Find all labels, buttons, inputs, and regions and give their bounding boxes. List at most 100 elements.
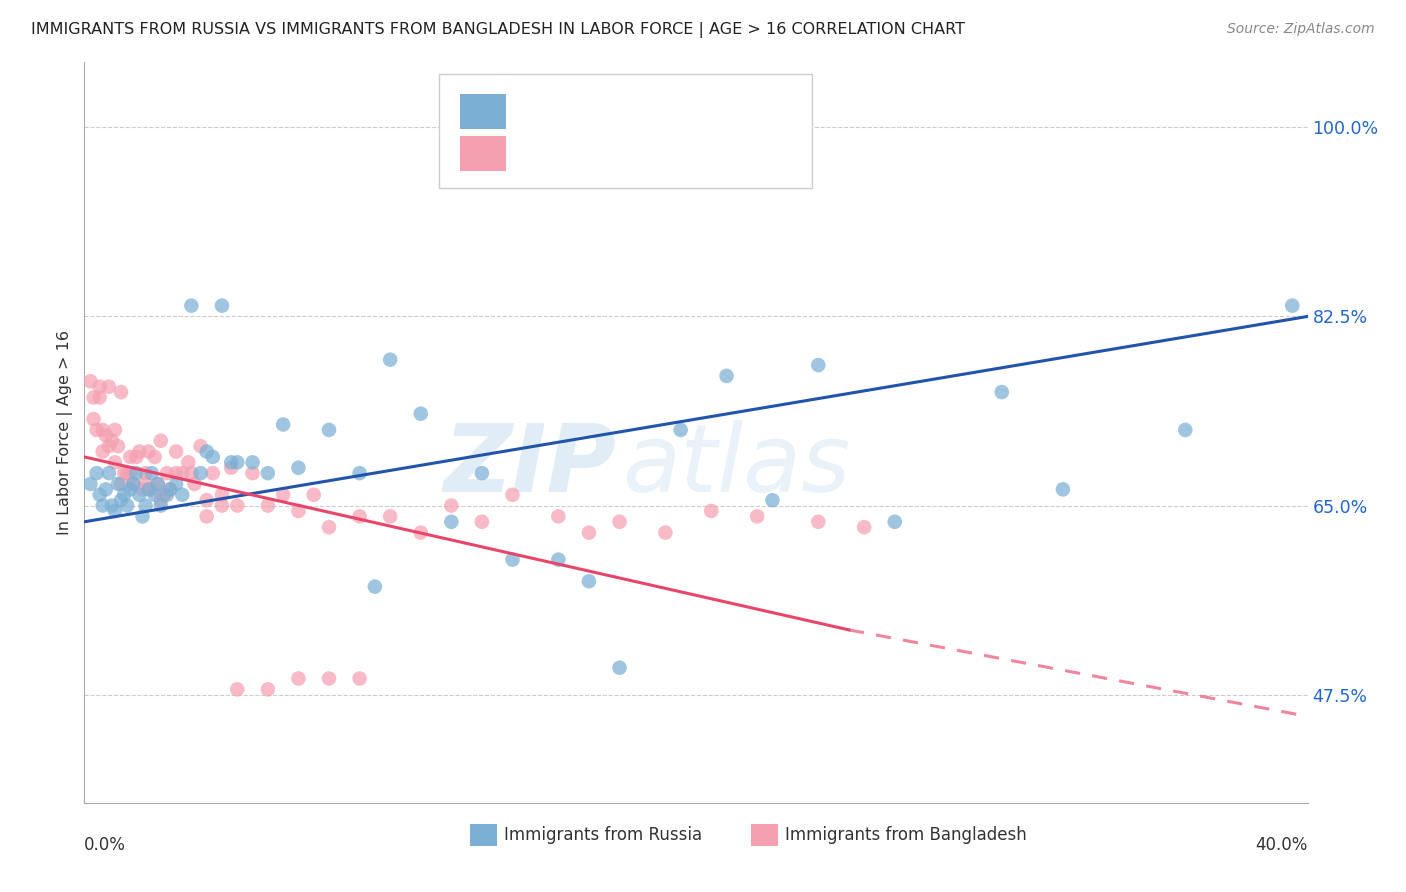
Point — [287, 504, 309, 518]
Point — [257, 499, 280, 513]
Point — [125, 450, 148, 464]
Point — [112, 488, 135, 502]
Point — [115, 499, 138, 513]
Point — [149, 499, 172, 513]
Point — [807, 515, 830, 529]
Point — [440, 499, 463, 513]
Point — [97, 466, 120, 480]
Point — [165, 466, 187, 480]
Point — [141, 483, 163, 497]
Point — [83, 391, 105, 405]
Text: IMMIGRANTS FROM RUSSIA VS IMMIGRANTS FROM BANGLADESH IN LABOR FORCE | AGE > 16 C: IMMIGRANTS FROM RUSSIA VS IMMIGRANTS FRO… — [31, 22, 965, 38]
Point — [138, 483, 160, 497]
Text: R =: R = — [519, 144, 561, 163]
Point — [211, 488, 233, 502]
Point — [86, 466, 108, 480]
Point — [89, 488, 111, 502]
Point — [125, 466, 148, 480]
Point — [156, 488, 179, 502]
Point — [143, 488, 166, 502]
Text: R =: R = — [519, 102, 561, 120]
Point — [146, 477, 169, 491]
Point — [349, 466, 371, 480]
Point — [89, 391, 111, 405]
Text: Immigrants from Russia: Immigrants from Russia — [503, 826, 702, 844]
Point — [1281, 299, 1303, 313]
Point — [578, 525, 600, 540]
Point — [190, 439, 212, 453]
Point — [107, 477, 129, 491]
Point — [318, 672, 340, 686]
Point — [318, 423, 340, 437]
Point — [94, 483, 117, 497]
FancyBboxPatch shape — [460, 94, 506, 129]
Text: 0.0%: 0.0% — [84, 836, 127, 855]
Point — [609, 661, 631, 675]
Point — [128, 444, 150, 458]
Point — [190, 466, 212, 480]
Point — [883, 515, 905, 529]
Point — [79, 374, 101, 388]
Point — [91, 499, 114, 513]
Point — [141, 466, 163, 480]
Point — [120, 483, 142, 497]
Point — [107, 439, 129, 453]
Text: -0.377: -0.377 — [582, 144, 651, 163]
Point — [654, 525, 676, 540]
Point — [149, 493, 172, 508]
Point — [120, 466, 142, 480]
Point — [257, 682, 280, 697]
Point — [120, 450, 142, 464]
Point — [195, 509, 218, 524]
Point — [195, 444, 218, 458]
Point — [110, 385, 132, 400]
Point — [242, 466, 264, 480]
Point — [853, 520, 876, 534]
Point — [135, 499, 157, 513]
Point — [219, 460, 242, 475]
Text: Immigrants from Bangladesh: Immigrants from Bangladesh — [786, 826, 1026, 844]
Point — [159, 483, 181, 497]
FancyBboxPatch shape — [439, 73, 813, 188]
Point — [380, 509, 402, 524]
Point — [149, 434, 172, 448]
Point — [183, 477, 205, 491]
Point — [110, 493, 132, 508]
Point — [578, 574, 600, 589]
Point — [97, 380, 120, 394]
Point — [79, 477, 101, 491]
Point — [287, 460, 309, 475]
Point — [547, 509, 569, 524]
Point — [138, 444, 160, 458]
Point — [128, 488, 150, 502]
Point — [409, 525, 432, 540]
Point — [177, 455, 200, 469]
Point — [609, 515, 631, 529]
Point — [172, 466, 194, 480]
Point — [219, 455, 242, 469]
Point — [440, 515, 463, 529]
Point — [302, 488, 325, 502]
Point — [242, 455, 264, 469]
Text: 75: 75 — [741, 144, 768, 163]
Point — [1174, 423, 1197, 437]
Point — [110, 477, 132, 491]
Point — [349, 672, 371, 686]
Point — [83, 412, 105, 426]
Point — [761, 493, 783, 508]
Point — [201, 450, 224, 464]
FancyBboxPatch shape — [751, 823, 778, 846]
Point — [115, 466, 138, 480]
Point — [104, 455, 127, 469]
Point — [165, 444, 187, 458]
Y-axis label: In Labor Force | Age > 16: In Labor Force | Age > 16 — [58, 330, 73, 535]
Point — [716, 368, 738, 383]
Text: Source: ZipAtlas.com: Source: ZipAtlas.com — [1227, 22, 1375, 37]
Point — [991, 385, 1014, 400]
Point — [226, 682, 249, 697]
Point — [146, 477, 169, 491]
Point — [159, 483, 181, 497]
Point — [180, 299, 202, 313]
Point — [101, 499, 124, 513]
Text: ZIP: ZIP — [443, 420, 616, 512]
